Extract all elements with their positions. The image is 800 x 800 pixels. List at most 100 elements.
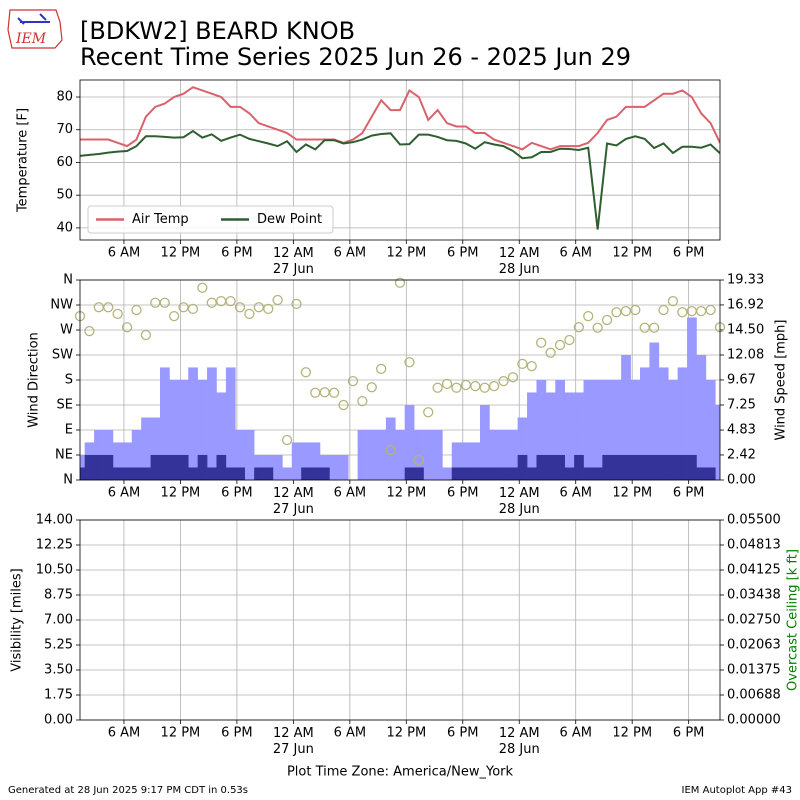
bar: [649, 342, 660, 480]
y-tick-label: 80: [56, 90, 73, 105]
bar: [621, 454, 631, 480]
x-tick-label: 12 PM: [386, 486, 426, 501]
bar: [677, 367, 688, 480]
bar: [235, 467, 246, 480]
y-tick-label: 70: [56, 122, 73, 137]
x-tick-label: 12 PM: [612, 486, 652, 501]
bar: [640, 454, 650, 480]
bar: [169, 454, 180, 480]
point: [451, 382, 462, 393]
x-tick-label: 12 AM 28 Jun: [499, 246, 540, 277]
x-tick-label: 12 PM: [161, 486, 201, 501]
bar: [169, 379, 180, 480]
bar: [84, 454, 95, 480]
x-tick-label: 6 AM: [108, 246, 141, 261]
bar: [668, 379, 678, 480]
bar: [178, 454, 189, 480]
legend-label: Dew Point: [257, 212, 322, 227]
bar: [480, 404, 490, 480]
bar: [611, 454, 622, 480]
point: [328, 387, 340, 398]
point: [103, 302, 114, 313]
x-tick-label: 6 PM: [447, 246, 478, 261]
bar: [207, 467, 217, 480]
point: [225, 295, 236, 307]
y2-tick-label: 4.83: [727, 423, 756, 438]
point: [592, 322, 603, 333]
y2-tick-label: 7.25: [727, 397, 756, 412]
bar: [301, 442, 311, 480]
point: [432, 382, 443, 393]
point: [564, 334, 575, 346]
y-tick-label: W: [60, 323, 73, 338]
x-tick-label: 6 AM: [559, 246, 592, 261]
y-tick-label: N: [63, 473, 73, 488]
bar: [508, 430, 518, 480]
point: [488, 380, 500, 392]
y-tick-label: 14.00: [36, 513, 73, 528]
bar: [687, 454, 697, 480]
bar: [225, 467, 236, 480]
point: [93, 302, 104, 313]
point: [319, 387, 330, 398]
y2-tick-label: 9.67: [727, 372, 756, 387]
point: [187, 303, 199, 315]
bar: [216, 392, 227, 480]
x-tick-label: 6 PM: [221, 486, 252, 501]
y-tick-label: NW: [50, 298, 73, 313]
y-tick-label: NE: [55, 448, 73, 463]
point: [131, 304, 142, 316]
x-tick-label: 12 PM: [161, 246, 201, 261]
x-tick-label: 6 AM: [334, 486, 367, 501]
bar: [451, 467, 462, 480]
bar: [367, 430, 377, 480]
point: [263, 303, 274, 315]
bar: [715, 404, 720, 480]
bar: [630, 454, 641, 480]
point: [347, 375, 359, 387]
bar: [545, 454, 556, 480]
y-axis-label: Wind Direction: [27, 332, 42, 428]
point: [206, 297, 217, 308]
y2-axis-label: Overcast Ceiling [k ft]: [786, 549, 800, 691]
point: [159, 297, 170, 308]
point: [620, 305, 632, 317]
bar: [94, 454, 104, 480]
point: [479, 382, 490, 393]
point: [583, 310, 594, 322]
bar: [329, 454, 340, 480]
bar: [574, 392, 584, 480]
bar: [291, 442, 302, 480]
bar: [545, 392, 556, 480]
legend: [87, 205, 334, 234]
bar: [141, 417, 151, 480]
plot-frame: [79, 279, 721, 481]
bar: [498, 467, 509, 480]
bar: [696, 355, 707, 480]
bar: [320, 467, 330, 480]
point: [423, 407, 434, 418]
y2-tick-label: 19.33: [727, 273, 764, 288]
bar: [602, 379, 613, 480]
point: [121, 322, 133, 333]
point: [573, 322, 584, 333]
y-tick-label: 12.25: [36, 538, 73, 553]
logo-text: IEM: [15, 31, 47, 47]
point: [611, 307, 622, 318]
bar: [592, 467, 603, 480]
bar: [555, 454, 566, 480]
point: [385, 444, 396, 456]
x-tick-label: 6 AM: [559, 486, 592, 501]
bar: [404, 404, 415, 480]
bar: [564, 392, 575, 480]
point: [677, 307, 688, 318]
x-tick-label: 6 PM: [673, 726, 704, 741]
bar: [357, 430, 368, 480]
y2-tick-label: 0.05500: [727, 513, 781, 528]
x-tick-label: 12 PM: [161, 726, 201, 741]
y-tick-label: SW: [52, 348, 73, 363]
point: [526, 360, 537, 372]
bar: [470, 442, 481, 480]
bar: [395, 430, 406, 480]
footer-right: IEM Autoplot App #43: [682, 785, 792, 796]
